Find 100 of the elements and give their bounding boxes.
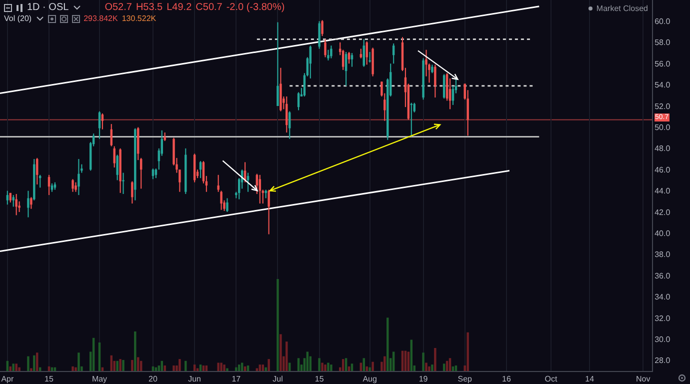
bar [392,352,395,371]
bar [240,362,244,371]
bar [431,364,434,371]
annotation: C50.7 [196,2,222,13]
x-tick-label: 15 [44,374,54,384]
bar [78,352,80,371]
bar [184,360,187,371]
bar [324,364,326,371]
annotation: H53.5 [136,2,163,13]
annotation: L49.2 [166,2,192,13]
bar [15,364,18,371]
bar [220,362,222,371]
bar [217,362,220,371]
bar [226,368,228,371]
x-tick-label: 20 [148,374,158,384]
y-tick-label: 58.0 [654,38,671,48]
bar [72,366,74,371]
bar [199,364,202,371]
bar [386,318,389,371]
bar [384,356,386,371]
bar [238,364,240,371]
bar [366,366,368,371]
bar [223,364,226,371]
bar [360,362,362,371]
bar [410,340,413,371]
y-tick-label: 48.0 [654,144,671,154]
y-tick-label: 54.0 [654,80,671,90]
annotation: O52.7 [104,2,132,13]
x-tick-label: Aug [362,374,377,384]
y-tick-label: 36.0 [654,271,671,280]
bar [407,352,410,371]
bar [344,358,348,371]
bar [18,367,20,371]
bar [321,362,324,371]
y-tick-label: 34.0 [654,292,671,302]
bar [288,362,291,371]
bar [27,356,30,371]
bar [442,364,446,371]
x-tick-label: 19 [418,374,428,384]
y-tick-label: 32.0 [654,314,671,323]
x-tick-label: Jul [272,374,284,384]
bar [119,359,122,371]
y-tick-label: 60.0 [654,17,671,26]
x-tick-label: May [92,374,108,384]
bar [202,365,205,371]
bar [297,358,300,371]
bar [33,355,36,371]
y-tick-label: 30.0 [654,335,671,344]
bar [205,365,208,371]
annotation: 293.842K [84,14,118,23]
bar [428,366,430,371]
text: Market Closed [596,4,648,13]
bar [122,360,124,371]
y-tick-label: 56.0 [654,59,671,68]
bar [276,279,279,371]
bar [330,364,332,371]
bar [158,365,160,371]
bar [193,364,196,371]
bar [74,367,77,371]
bar [246,365,250,371]
bar [434,348,436,371]
bar [196,368,199,371]
bar [264,367,267,371]
bar [372,362,374,371]
bar [268,359,270,371]
annotation: -2.0 (-3.80%) [226,2,285,13]
bar [178,359,181,371]
bar [318,358,320,371]
bar [454,365,458,371]
x-tick-label: 17 [232,374,242,384]
bar [466,332,469,371]
bar [235,367,238,371]
bar [306,352,309,371]
chart-title: 1D · OSL [27,2,69,13]
bar [131,360,134,371]
bar [98,342,101,371]
bar [116,360,118,371]
x-tick-label: Sep [458,374,473,384]
bar [362,358,365,371]
y-tick-label: 40.0 [654,229,671,238]
bar [350,364,354,371]
bar [425,362,428,371]
annotation: 130.522K [122,14,156,23]
bar [342,359,344,371]
bar [134,331,136,371]
y-tick-label: 42.0 [654,208,671,217]
bar [137,357,140,371]
bar [30,368,32,371]
x-tick-label: 15 [314,374,324,384]
x-tick-label: Jun [188,374,202,384]
bar [256,368,258,371]
y-tick-label: 50.0 [654,123,671,132]
x-tick-label: 16 [502,374,512,384]
bar [280,334,282,371]
bar [262,364,264,371]
bar [172,365,175,371]
x-tick-label: Apr [1,374,14,384]
bar [422,352,424,371]
y-tick-label: 46.0 [654,165,671,174]
x-tick-label: Oct [544,374,558,384]
